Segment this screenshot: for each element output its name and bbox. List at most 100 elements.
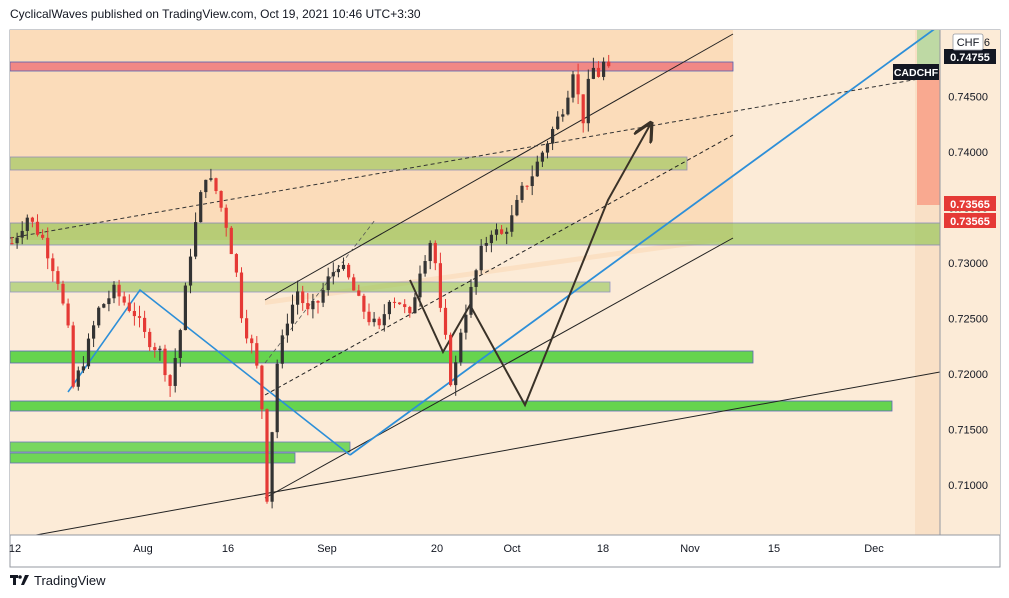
candle-body: [158, 348, 162, 351]
y-tick-label: 0.71500: [948, 425, 988, 437]
candle-body: [352, 277, 356, 291]
x-tick-label: Sep: [317, 543, 337, 555]
candle-body: [15, 237, 19, 244]
candle-body: [347, 264, 351, 278]
candle-body: [428, 242, 432, 262]
candle-body: [224, 207, 228, 228]
candle-body: [301, 291, 305, 304]
candle-body: [469, 286, 473, 315]
candle-body: [515, 199, 519, 216]
candle-body: [607, 61, 611, 67]
currency-label-box[interactable]: [952, 33, 984, 51]
zone-box-0.7135: [10, 452, 296, 464]
x-tick-label: 15: [768, 543, 780, 555]
candle-body: [132, 310, 136, 317]
price-label-box: [944, 49, 996, 64]
candle-body: [530, 176, 534, 187]
candle-body: [194, 222, 198, 257]
candle-body: [556, 116, 560, 129]
candle-body: [173, 358, 177, 386]
candle-body: [357, 290, 361, 296]
candle-body: [214, 178, 218, 192]
candle-body: [209, 178, 213, 180]
price-label-box: [944, 196, 996, 211]
candle-body: [449, 334, 453, 386]
candle-body: [296, 291, 300, 305]
candle-body: [581, 94, 585, 124]
candle-body: [443, 307, 448, 335]
zone-box-0.7330: [10, 222, 940, 246]
candle-body: [127, 302, 131, 311]
upper-dashed-line: [10, 76, 931, 239]
candle-body: [408, 307, 412, 314]
candle-body: [107, 298, 111, 305]
candle-body: [525, 185, 529, 187]
candle-body: [316, 300, 320, 303]
candle-body: [392, 301, 397, 303]
candle-body: [239, 272, 244, 319]
candle-body: [438, 263, 442, 308]
candle-body: [234, 254, 238, 273]
candle-body: [586, 78, 590, 124]
candle-body: [76, 370, 80, 387]
candle-body: [250, 338, 254, 344]
price-scale-area[interactable]: [940, 30, 1000, 535]
zone-box-0.7180: [10, 400, 893, 412]
zone-box-0.7395: [10, 156, 688, 171]
partial-price-label: 6: [984, 37, 990, 49]
projection-zone: [10, 30, 733, 240]
candle-body: [341, 264, 346, 270]
resistance-box-red: [10, 61, 734, 72]
candle-body: [433, 242, 437, 264]
candle-body: [454, 362, 458, 386]
x-tick-label: Aug: [133, 543, 153, 555]
candle-body: [35, 221, 40, 235]
x-tick-label: 16: [222, 543, 234, 555]
candle-body: [199, 192, 203, 223]
candle-body: [204, 179, 208, 193]
price-label: 0.73565: [950, 199, 990, 211]
candle-body: [535, 161, 539, 177]
candle-body: [25, 217, 29, 231]
candle-body: [280, 335, 284, 364]
candle-body: [71, 325, 75, 387]
candle-body: [591, 67, 595, 79]
x-tick-label: Nov: [680, 543, 700, 555]
candle-body: [566, 97, 570, 115]
candle-body: [81, 366, 85, 371]
candle-body: [61, 283, 65, 304]
candle-body: [112, 284, 116, 299]
candle-body: [66, 303, 70, 326]
candle-body: [137, 316, 142, 318]
candle-body: [372, 318, 376, 323]
footer-brand: TradingView: [34, 572, 106, 588]
candle-body: [219, 191, 223, 208]
currency-label: CHF: [957, 37, 980, 49]
price-label: 0.74755: [950, 52, 990, 64]
candle-body: [260, 365, 264, 410]
candle-body: [398, 302, 402, 305]
channel-mid-dashed: [264, 134, 734, 396]
right-green-zone: [917, 30, 940, 70]
blue-trend-line: [349, 30, 935, 456]
candle-body: [418, 273, 422, 298]
candle-body: [479, 245, 483, 271]
candle-body: [540, 152, 544, 162]
publisher-header: CyclicalWaves published on TradingView.c…: [10, 7, 421, 21]
price-label-box: [944, 213, 996, 228]
candle-body: [423, 261, 427, 274]
tradingview-footer[interactable]: TradingView: [10, 572, 106, 588]
candle-body: [153, 347, 157, 351]
candle-body: [102, 304, 106, 308]
candle-body: [413, 297, 417, 314]
candle-body: [188, 256, 193, 286]
projected-w-path: [409, 125, 650, 408]
candle-body: [510, 215, 514, 232]
candle-body: [143, 317, 147, 332]
zone-box-0.7220: [10, 350, 754, 364]
candle-body: [311, 300, 315, 310]
candle-body: [484, 243, 488, 246]
symbol-tag: CADCHF: [894, 67, 939, 79]
candles-layer: [10, 54, 611, 509]
